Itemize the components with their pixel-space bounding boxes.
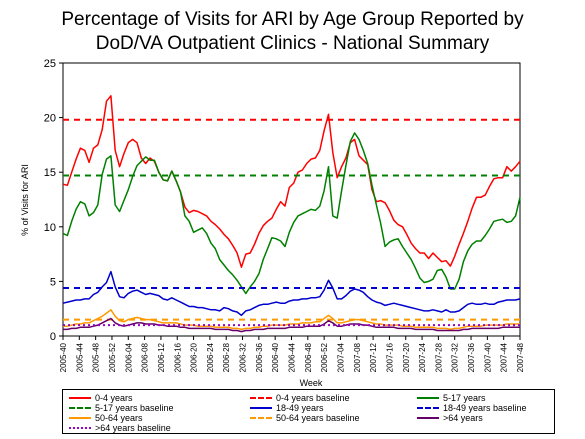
x-tick-label: 2007-32 (451, 342, 460, 372)
x-tick-label: 2007-48 (516, 342, 525, 372)
y-tick-label: 20 (44, 113, 56, 125)
x-tick-label: 2006-28 (222, 342, 231, 372)
x-tick-label: 2006-12 (157, 342, 166, 372)
legend-item-over-64-baseline: >64 years baseline (69, 423, 171, 433)
y-tick-label: 5 (50, 276, 56, 288)
legend-label: >64 years baseline (95, 423, 171, 433)
legend-item-0-4-baseline: 0-4 years baseline (250, 393, 350, 403)
legend-swatch (250, 416, 272, 419)
legend-label: 0-4 years (95, 393, 133, 403)
y-axis-title: % of Visits for ARI (20, 164, 30, 236)
legend-item-50-64-baseline: 50-64 years baseline (250, 413, 360, 423)
legend-item-5-17-baseline: 5-17 years baseline (69, 403, 174, 413)
legend-swatch (417, 406, 439, 409)
legend-item-5-17-years: 5-17 years (417, 393, 486, 403)
x-tick-label: 2006-20 (190, 342, 199, 372)
legend-swatch (69, 396, 91, 399)
legend-label: 50-64 years (95, 413, 143, 423)
x-tick-label: 2007-36 (467, 342, 476, 372)
x-axis-label: Week (300, 378, 323, 388)
legend-swatch (250, 396, 272, 399)
x-tick-label: 2007-20 (402, 342, 411, 372)
legend-swatch (250, 406, 272, 409)
y-tick-label: 10 (44, 222, 56, 234)
x-tick-label: 2006-16 (173, 342, 182, 372)
x-tick-label: 2006-08 (141, 342, 150, 372)
x-tick-label: 2006-48 (304, 342, 313, 372)
x-tick-label: 2007-12 (369, 342, 378, 372)
x-tick-label: 2007-04 (336, 342, 345, 372)
legend-item-18-49-years: 18-49 years (250, 403, 324, 413)
series-line-50-64-years (63, 309, 520, 331)
x-tick-label: 2006-04 (124, 342, 133, 372)
legend-item-0-4-years: 0-4 years (69, 393, 133, 403)
x-tick-label: 2006-32 (239, 342, 248, 372)
x-tick-label: 2005-40 (59, 342, 68, 372)
x-tick-label: 2007-24 (418, 342, 427, 372)
x-tick-label: 2007-44 (500, 342, 509, 372)
x-tick-label: 2007-40 (483, 342, 492, 372)
x-tick-label: 2007-28 (434, 342, 443, 372)
plot-area (62, 62, 521, 337)
legend-label: 50-64 years baseline (276, 413, 360, 423)
x-tick-label: 2006-36 (255, 342, 264, 372)
legend-swatch (417, 396, 439, 399)
legend-label: 5-17 years (443, 393, 486, 403)
x-tick-label: 2005-52 (108, 342, 117, 372)
series-line-18-49-years (62, 270, 521, 317)
x-tick-label: 2006-24 (206, 342, 215, 372)
x-tick-label: 2006-52 (320, 342, 329, 372)
legend-swatch (69, 416, 91, 419)
x-tick-label: 2005-44 (75, 342, 84, 372)
series-line-over-64-years (63, 317, 520, 333)
legend-label: >64 years (443, 413, 483, 423)
legend-item-50-64-years: 50-64 years (69, 413, 143, 423)
x-tick-label: 2005-48 (92, 342, 101, 372)
legend-swatch (417, 416, 439, 419)
y-axis-label: % of Visits for ARI (20, 164, 30, 236)
chart-title-line-2: DoD/VA Outpatient Clinics - National Sum… (95, 33, 490, 54)
x-tick-label: 2006-44 (288, 342, 297, 372)
chart-title-line-1: Percentage of Visits for ARI by Age Grou… (61, 9, 524, 30)
legend-item-over-64-years: >64 years (417, 413, 483, 423)
legend-swatch (69, 426, 91, 429)
legend-swatch (69, 406, 91, 409)
legend-label: 0-4 years baseline (276, 393, 350, 403)
series-line-5-17-years (62, 132, 521, 295)
y-tick-label: 0 (50, 331, 56, 343)
y-tick-label: 25 (44, 58, 56, 70)
x-tick-label: 2007-16 (385, 342, 394, 372)
series-line-0-4-years (62, 95, 521, 268)
x-tick-label: 2007-08 (353, 342, 362, 372)
y-tick-label: 15 (44, 167, 56, 179)
legend-label: 5-17 years baseline (95, 403, 174, 413)
x-tick-label: 2006-40 (271, 342, 280, 372)
chart-title: Percentage of Visits for ARI by Age Grou… (0, 8, 585, 56)
legend: 0-4 years 0-4 years baseline 5-17 years … (62, 389, 555, 434)
legend-label: 18-49 years baseline (443, 403, 527, 413)
legend-item-18-49-baseline: 18-49 years baseline (417, 403, 527, 413)
legend-label: 18-49 years (276, 403, 324, 413)
